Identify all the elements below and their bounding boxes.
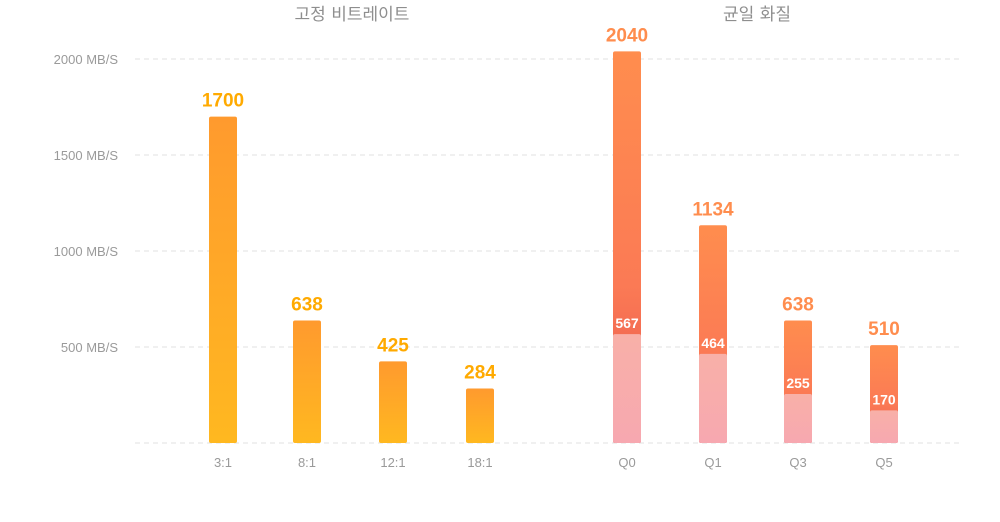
data-label: 2040	[606, 25, 648, 46]
x-tick-label: Q3	[789, 455, 806, 470]
inner-data-label: 255	[786, 375, 810, 391]
chart-title-left: 고정 비트레이트	[295, 5, 410, 25]
inner-data-label: 567	[615, 315, 639, 331]
data-label: 425	[377, 335, 409, 356]
inner-data-label: 464	[701, 335, 725, 351]
y-tick-label: 1000 MB/S	[54, 244, 119, 259]
bar	[293, 320, 321, 443]
x-tick-label: 3:1	[214, 455, 232, 470]
data-label: 638	[782, 295, 814, 316]
y-tick-label: 1500 MB/S	[54, 148, 119, 163]
x-tick-label: 18:1	[467, 455, 492, 470]
bar	[466, 388, 494, 443]
y-tick-label: 2000 MB/S	[54, 52, 119, 67]
chart-title-right: 균일 화질	[723, 5, 791, 25]
bar-base-segment	[613, 334, 641, 443]
data-label: 1700	[202, 91, 244, 112]
data-label: 638	[291, 295, 323, 316]
x-tick-label: 12:1	[380, 455, 405, 470]
bar-base-segment	[870, 410, 898, 443]
x-tick-label: Q0	[618, 455, 635, 470]
x-tick-label: Q1	[704, 455, 721, 470]
bar	[379, 361, 407, 443]
inner-data-label: 170	[872, 391, 896, 407]
x-tick-label: Q5	[875, 455, 892, 470]
data-label: 1134	[692, 199, 734, 220]
data-label: 510	[868, 319, 900, 340]
bar-base-segment	[699, 353, 727, 443]
data-label: 284	[464, 362, 496, 383]
y-tick-label: 500 MB/S	[61, 340, 118, 355]
bar-base-segment	[784, 394, 812, 443]
x-tick-label: 8:1	[298, 455, 316, 470]
bar	[209, 116, 237, 443]
